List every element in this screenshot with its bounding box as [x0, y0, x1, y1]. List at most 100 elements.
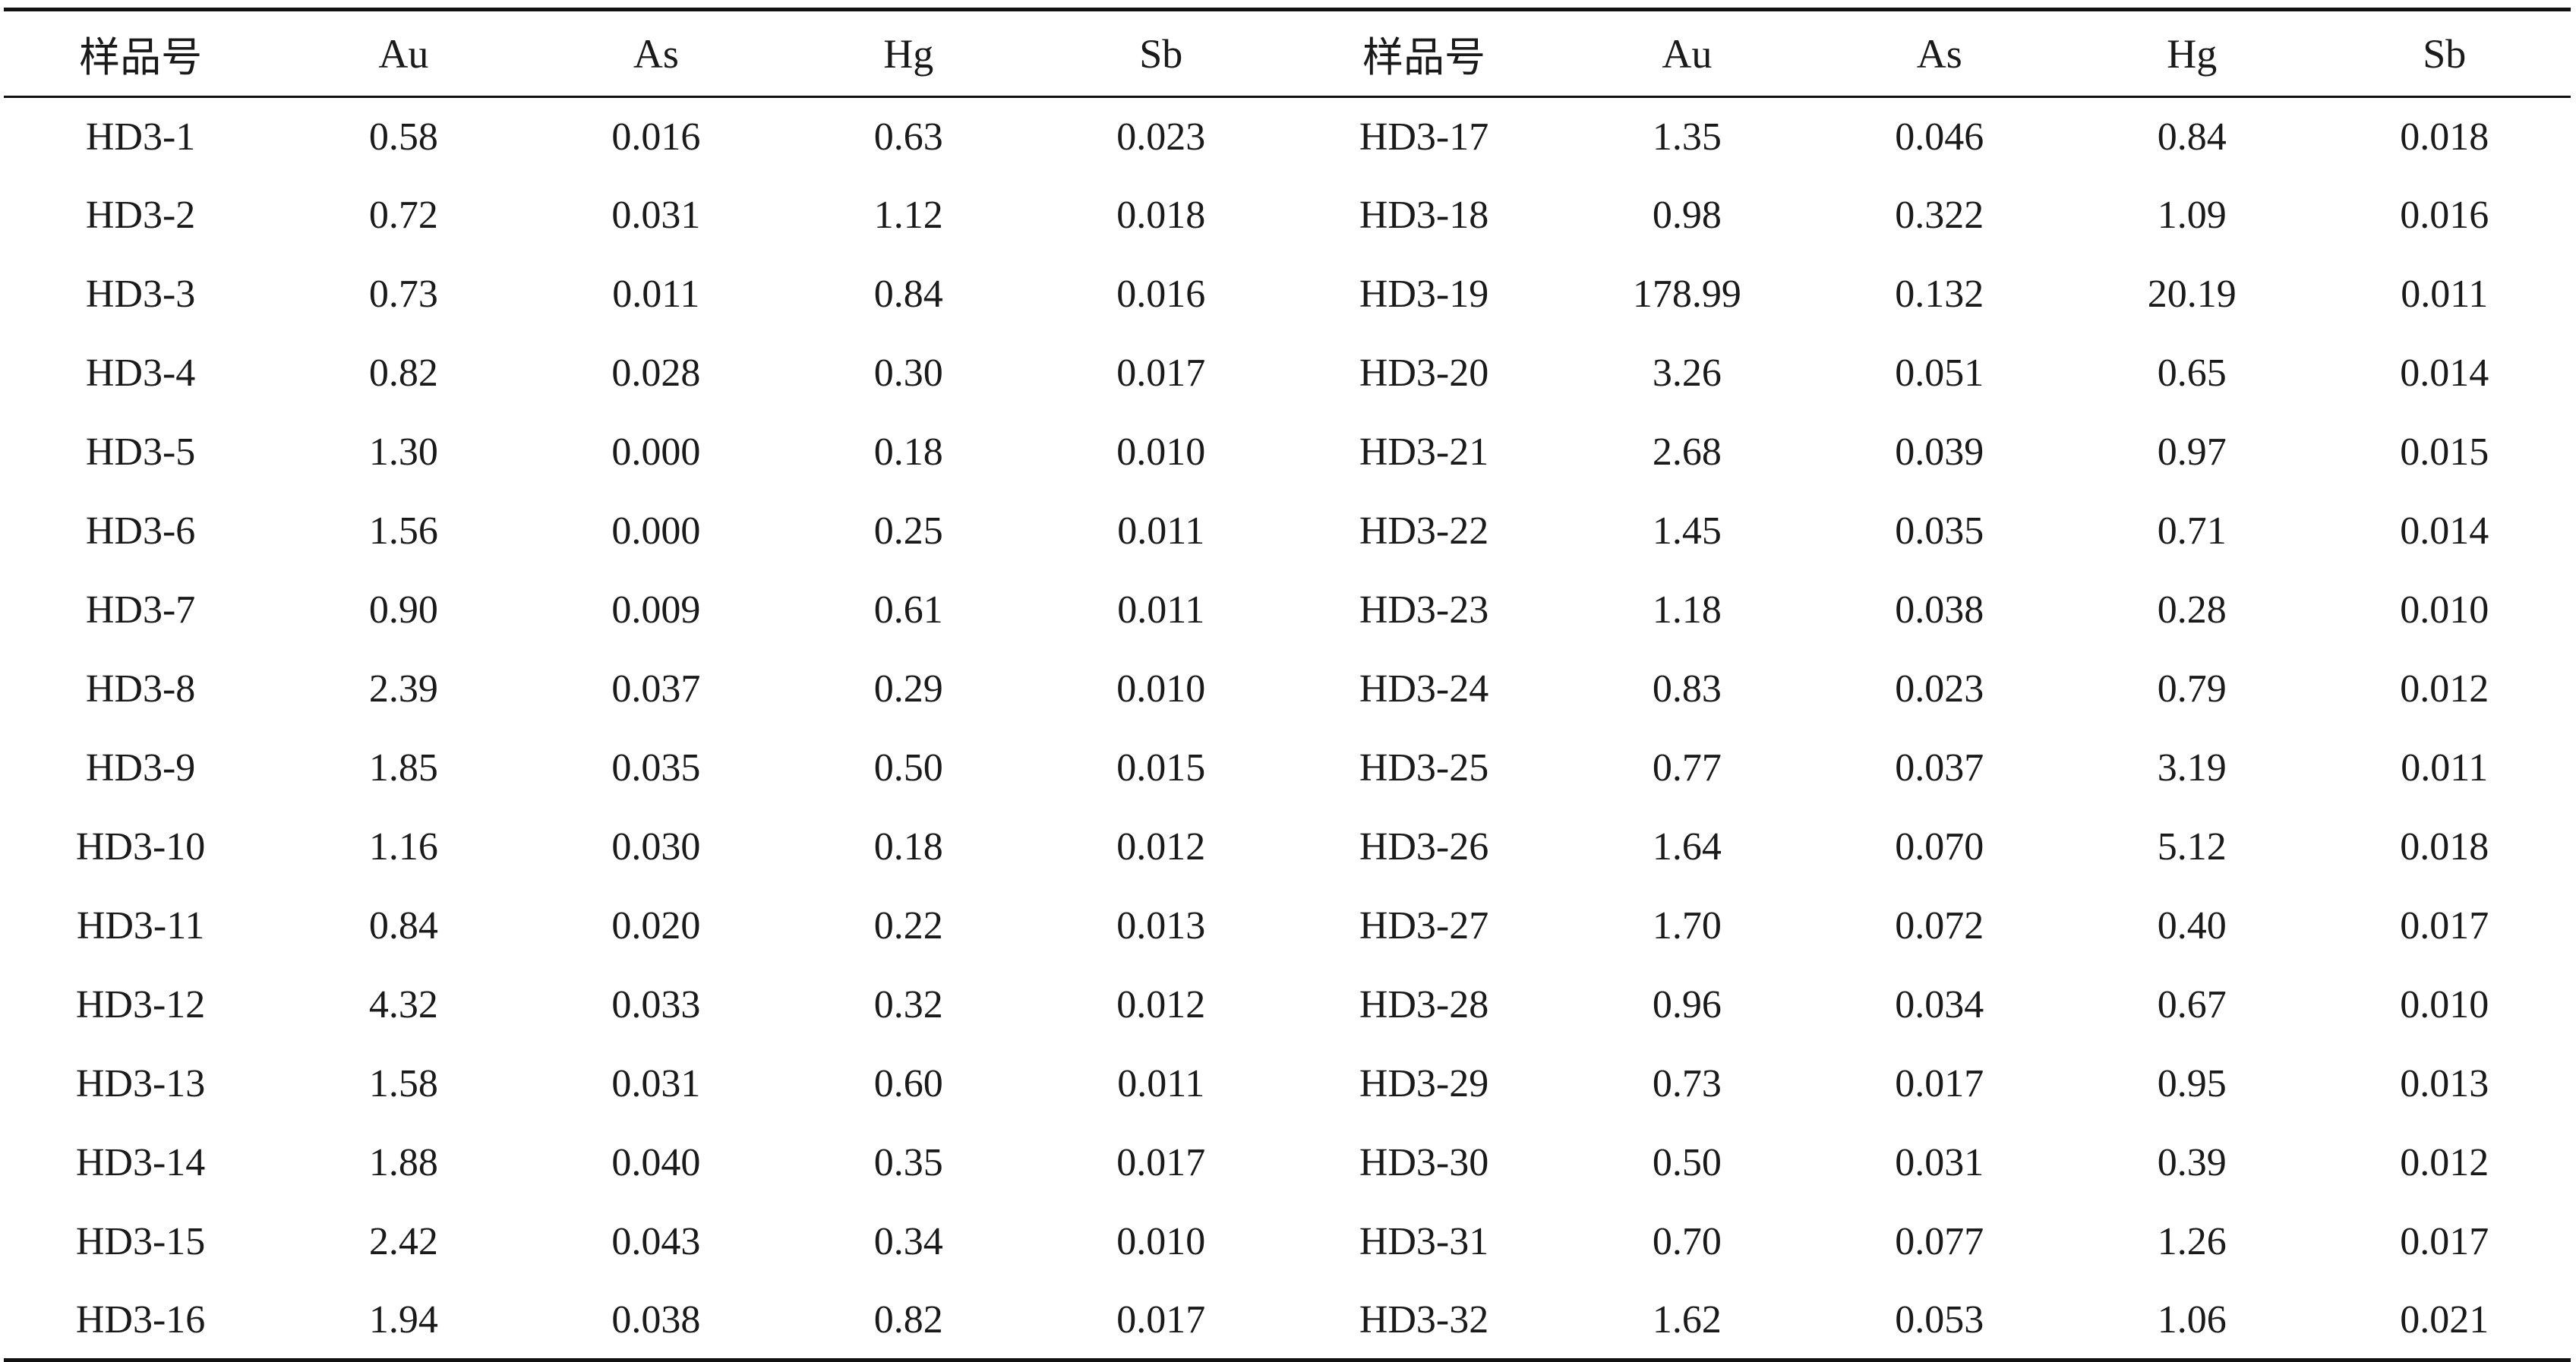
column-header: As: [1916, 30, 1962, 77]
value-cell: 178.99: [1632, 273, 1741, 316]
sample-id-cell: HD3-16: [75, 1297, 206, 1342]
table-row: HD3-15 2.42 0.043 0.34 0.010 HD3-31 0.70 0.077 1…: [4, 1203, 2571, 1282]
value-cell: 0.97: [2157, 430, 2227, 474]
column-header: Sb: [2423, 30, 2467, 77]
value-cell: 0.043: [611, 1220, 701, 1263]
value-cell: 1.12: [873, 194, 943, 237]
sample-id-cell: HD3-9: [85, 746, 196, 790]
value-cell: 2.39: [368, 667, 438, 711]
sample-id-cell: HD3-21: [1359, 430, 1489, 474]
value-cell: 0.71: [2157, 509, 2227, 553]
value-cell: 0.40: [2157, 904, 2227, 947]
value-cell: 0.015: [2400, 430, 2489, 474]
value-cell: 0.73: [368, 273, 438, 316]
value-cell: 0.67: [2157, 983, 2227, 1026]
table-row: HD3-2 0.72 0.031 1.12 0.018 HD3-18 0.98 0.322 1.…: [4, 176, 2571, 255]
sample-id-cell: HD3-26: [1359, 825, 1489, 869]
value-cell: 0.017: [1895, 1062, 1984, 1105]
sample-id-cell: HD3-27: [1359, 904, 1489, 947]
value-cell: 0.033: [611, 983, 701, 1026]
value-cell: 0.018: [2400, 115, 2489, 159]
sample-id-cell: HD3-19: [1359, 273, 1489, 316]
table-row: HD3-3 0.73 0.011 0.84 0.016 HD3-19 178.99 0.132…: [4, 255, 2571, 334]
value-cell: 0.038: [1895, 588, 1984, 632]
sample-id-cell: HD3-18: [1359, 194, 1489, 237]
value-cell: 1.16: [368, 825, 438, 869]
value-cell: 0.014: [2400, 352, 2489, 395]
value-cell: 1.45: [1652, 509, 1722, 553]
value-cell: 0.34: [873, 1220, 943, 1263]
value-cell: 0.009: [611, 588, 701, 632]
sample-id-cell: HD3-14: [75, 1141, 206, 1184]
value-cell: 0.010: [2400, 588, 2489, 632]
table-container: 样品号 Au As Hg Sb 样品号 Au As Hg Sb HD3-1 0.58 0.016 0.6…: [4, 8, 2571, 1362]
sample-id-cell: HD3-23: [1359, 588, 1489, 632]
table-row: HD3-14 1.88 0.040 0.35 0.017 HD3-30 0.50 0.031 0…: [4, 1124, 2571, 1203]
sample-id-cell: HD3-8: [85, 667, 196, 711]
value-cell: 0.322: [1895, 194, 1984, 237]
sample-id-cell: HD3-28: [1359, 983, 1489, 1026]
value-cell: 0.50: [1652, 1141, 1722, 1184]
value-cell: 0.017: [2400, 904, 2489, 947]
sample-id-cell: HD3-20: [1359, 352, 1489, 395]
value-cell: 0.90: [368, 588, 438, 632]
value-cell: 0.017: [1116, 352, 1206, 395]
value-cell: 0.65: [2157, 352, 2227, 395]
value-cell: 0.79: [2157, 667, 2227, 711]
value-cell: 0.051: [1895, 352, 1984, 395]
value-cell: 0.96: [1652, 983, 1722, 1026]
value-cell: 0.18: [873, 825, 943, 869]
value-cell: 0.25: [873, 509, 943, 553]
value-cell: 1.06: [2157, 1297, 2227, 1342]
value-cell: 0.016: [2400, 194, 2489, 237]
value-cell: 0.010: [2400, 983, 2489, 1026]
table-body: HD3-1 0.58 0.016 0.63 0.023 HD3-17 1.35 0.046 0.…: [4, 97, 2571, 1360]
table-row: HD3-8 2.39 0.037 0.29 0.010 HD3-24 0.83 0.023 0.…: [4, 650, 2571, 729]
value-cell: 0.61: [873, 588, 943, 632]
value-cell: 0.82: [873, 1297, 943, 1342]
value-cell: 0.18: [873, 430, 943, 474]
value-cell: 0.72: [368, 194, 438, 237]
table-row: HD3-13 1.58 0.031 0.60 0.011 HD3-29 0.73 0.017 0…: [4, 1045, 2571, 1124]
value-cell: 4.32: [368, 983, 438, 1026]
value-cell: 0.77: [1652, 746, 1722, 790]
value-cell: 0.018: [1116, 194, 1206, 237]
table-row: HD3-11 0.84 0.020 0.22 0.013 HD3-27 1.70 0.072 0…: [4, 887, 2571, 966]
value-cell: 0.22: [873, 904, 943, 947]
sample-id-cell: HD3-25: [1359, 746, 1489, 790]
value-cell: 0.011: [2401, 746, 2489, 790]
value-cell: 0.63: [873, 115, 943, 159]
table-row: HD3-1 0.58 0.016 0.63 0.023 HD3-17 1.35 0.046 0.…: [4, 97, 2571, 176]
sample-id-cell: HD3-22: [1359, 509, 1489, 553]
value-cell: 0.034: [1895, 983, 1984, 1026]
sample-id-cell: HD3-30: [1359, 1141, 1489, 1184]
column-header: As: [633, 30, 679, 77]
table-row: HD3-16 1.94 0.038 0.82 0.017 HD3-32 1.62 0.053 1…: [4, 1282, 2571, 1360]
value-cell: 0.014: [2400, 509, 2489, 553]
value-cell: 1.09: [2157, 194, 2227, 237]
table-row: HD3-7 0.90 0.009 0.61 0.011 HD3-23 1.18 0.038 0.…: [4, 571, 2571, 650]
value-cell: 0.84: [2157, 115, 2227, 159]
sample-id-cell: HD3-6: [85, 509, 196, 553]
value-cell: 0.037: [611, 667, 701, 711]
column-header: Au: [378, 30, 429, 77]
sample-id-cell: HD3-11: [76, 904, 205, 947]
value-cell: 0.037: [1895, 746, 1984, 790]
value-cell: 2.42: [368, 1220, 438, 1263]
value-cell: 0.017: [2400, 1220, 2489, 1263]
value-cell: 0.98: [1652, 194, 1722, 237]
value-cell: 3.26: [1652, 352, 1722, 395]
value-cell: 0.012: [2400, 1141, 2489, 1184]
sample-id-cell: HD3-5: [85, 430, 196, 474]
sample-id-cell: HD3-7: [85, 588, 196, 632]
value-cell: 0.077: [1895, 1220, 1984, 1263]
value-cell: 0.011: [1117, 509, 1205, 553]
value-cell: 0.016: [611, 115, 701, 159]
value-cell: 0.28: [2157, 588, 2227, 632]
column-header: Hg: [2167, 30, 2218, 77]
value-cell: 0.35: [873, 1141, 943, 1184]
value-cell: 0.021: [2400, 1297, 2489, 1342]
value-cell: 0.011: [612, 273, 700, 316]
value-cell: 0.32: [873, 983, 943, 1026]
sample-id-cell: HD3-15: [75, 1220, 206, 1263]
